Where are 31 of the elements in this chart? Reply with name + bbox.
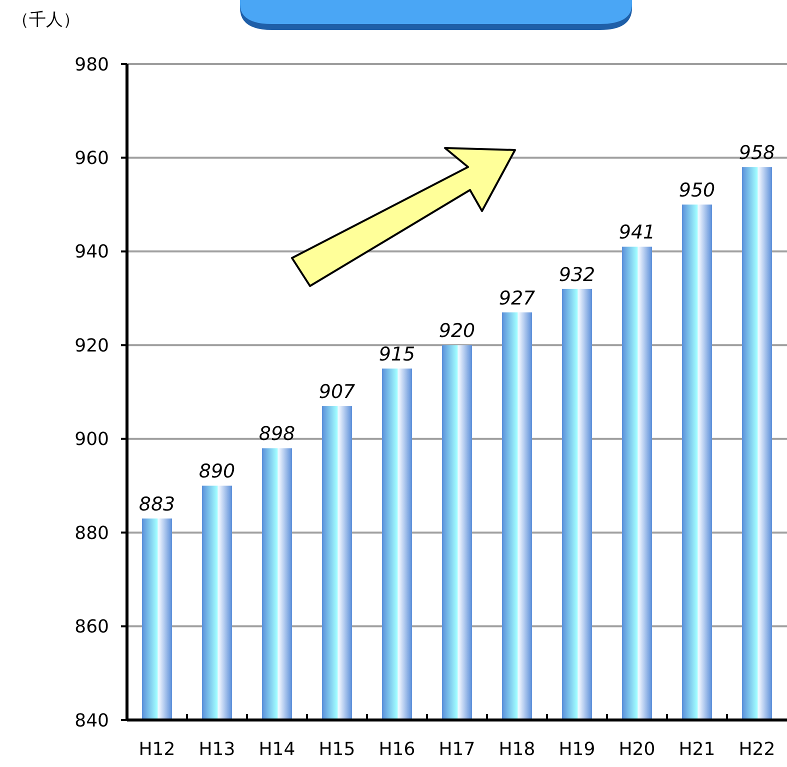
x-tick-label: H14 [258, 739, 296, 760]
data-label: 950 [678, 180, 716, 202]
x-tick-label: H19 [558, 739, 596, 760]
data-label: 920 [438, 320, 476, 342]
x-tick-label: H13 [198, 739, 236, 760]
data-label: 907 [318, 381, 356, 404]
y-tick-label: 840 [74, 710, 109, 732]
y-tick-label: 920 [74, 335, 109, 356]
y-tick-label: 940 [74, 242, 109, 263]
y-tick-label: 980 [74, 54, 109, 76]
data-label: 890 [198, 460, 236, 483]
data-label: 932 [558, 264, 596, 286]
x-tick-label: H17 [438, 739, 476, 760]
y-tick-label: 900 [74, 429, 109, 450]
data-label: 941 [618, 222, 656, 244]
y-tick-label: 960 [74, 148, 109, 170]
x-tick-label: H18 [498, 739, 536, 760]
x-tick-label: H12 [138, 739, 176, 760]
x-tick-label: H15 [318, 739, 356, 760]
y-tick-label: 880 [74, 522, 109, 544]
data-label: 898 [258, 423, 296, 446]
x-tick-label: H21 [678, 739, 716, 760]
data-label: 958 [738, 142, 776, 164]
data-label: 883 [138, 494, 176, 516]
data-label: 927 [498, 287, 536, 310]
y-axis-title: （千人） [12, 10, 80, 30]
y-tick-label: 860 [74, 616, 109, 638]
x-tick-label: H16 [378, 739, 416, 760]
data-label: 915 [378, 344, 416, 366]
x-tick-label: H22 [738, 739, 776, 760]
x-tick-label: H20 [618, 739, 656, 760]
